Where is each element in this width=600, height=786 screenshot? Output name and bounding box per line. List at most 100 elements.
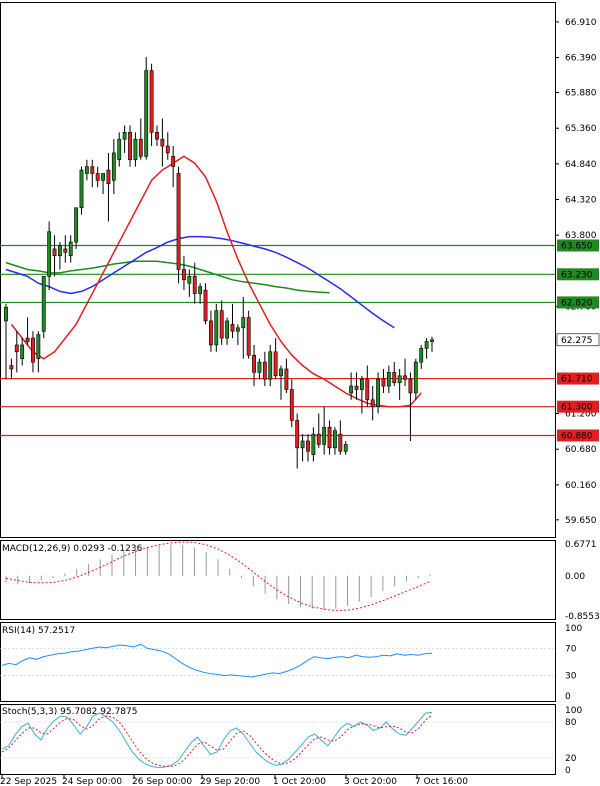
- candle: [31, 331, 35, 373]
- candle: [165, 132, 170, 160]
- candle: [133, 132, 138, 167]
- candle-body: [68, 241, 73, 257]
- price-tick-label: 59.650: [565, 516, 597, 526]
- candle: [219, 300, 224, 345]
- candle: [160, 118, 165, 167]
- candle-body: [230, 324, 235, 332]
- candle-body: [235, 327, 240, 332]
- candle-body: [165, 145, 170, 154]
- x-tick-label: 7 Oct 16:00: [415, 777, 468, 786]
- rsi-line: [1, 643, 433, 678]
- candle: [257, 358, 262, 380]
- current-price-label: 62.275: [561, 336, 593, 346]
- candle-body: [246, 317, 251, 356]
- candle-body: [284, 368, 289, 390]
- candle-body: [58, 245, 62, 257]
- candle-body: [322, 426, 327, 445]
- macd-tick-label: -0.8553: [565, 612, 600, 622]
- candle: [333, 427, 337, 455]
- rsi-tick-label: 100: [565, 624, 582, 634]
- macd-tick-label: 0.6771: [565, 540, 597, 550]
- level-badge: [557, 372, 599, 385]
- candle-body: [289, 389, 294, 421]
- candle-body: [370, 399, 375, 407]
- candle-body: [144, 70, 149, 157]
- candle-body: [31, 337, 35, 363]
- candle-body: [214, 310, 219, 346]
- rsi-panel[interactable]: [0, 622, 556, 702]
- stoch-legend: Stoch(5,3,3) 95.7082 92.7875: [2, 707, 137, 717]
- candle: [176, 166, 181, 284]
- candle: [155, 125, 159, 147]
- candle: [424, 338, 429, 359]
- candle-body: [4, 306, 8, 322]
- candle-body: [219, 310, 224, 339]
- candle-body: [187, 276, 192, 284]
- candle-body: [430, 339, 434, 342]
- candle-body: [101, 173, 105, 181]
- candle-body: [36, 334, 41, 359]
- candle-body: [386, 372, 391, 387]
- candle: [376, 372, 380, 414]
- ma-slow-line: [5, 235, 395, 329]
- candle: [36, 331, 41, 373]
- macd-signal-line: [5, 541, 431, 612]
- x-tick-label: 3 Oct 20:00: [344, 777, 397, 786]
- candle: [111, 139, 116, 195]
- candle: [84, 159, 89, 181]
- candle: [4, 303, 8, 380]
- level-label: 61.300: [561, 403, 593, 413]
- candle: [359, 375, 364, 414]
- level-badge: [557, 429, 599, 442]
- candle: [122, 125, 127, 153]
- candle: [128, 125, 132, 167]
- price-tick-label: 60.680: [565, 445, 597, 455]
- candle: [322, 406, 327, 455]
- candle-body: [262, 361, 267, 380]
- ma-green-line: [5, 260, 330, 294]
- candle: [386, 365, 391, 393]
- candle: [284, 358, 289, 393]
- candle-body: [349, 385, 354, 394]
- stoch-signal-line: [1, 714, 433, 767]
- rsi-tick-label: 70: [565, 644, 577, 654]
- price-tick-label: 65.360: [565, 124, 597, 134]
- candle: [68, 235, 73, 263]
- x-tick-label: 22 Sep 2025: [0, 777, 57, 786]
- candle: [349, 372, 354, 400]
- candle-body: [381, 378, 386, 387]
- level-badge: [557, 268, 599, 281]
- price-layer: 66.910 66.390 65.880 65.360 64.840 64.320 63.8…: [0, 18, 600, 526]
- candle-body: [106, 169, 111, 185]
- x-axis: 22 Sep 2025 24 Sep 00:00 26 Sep 00:00 29 Se…: [0, 775, 468, 786]
- candle: [101, 173, 105, 195]
- stoch-panel[interactable]: [0, 704, 556, 775]
- candle: [354, 372, 359, 400]
- price-tick-label: 65.880: [565, 89, 597, 99]
- candle: [300, 434, 305, 462]
- price-panel[interactable]: [0, 2, 556, 538]
- candle-body: [268, 351, 273, 380]
- candle: [198, 283, 203, 304]
- candle-body: [84, 166, 89, 174]
- ma-fast-line: [10, 155, 422, 408]
- candle: [149, 63, 154, 147]
- candle-body: [20, 344, 25, 359]
- candle-body: [47, 231, 52, 277]
- macd-panel[interactable]: [0, 540, 556, 620]
- stoch-tick-label: 100: [565, 706, 582, 716]
- candle: [403, 358, 407, 387]
- macd-tick-label: 0.00: [565, 572, 585, 582]
- candle: [25, 317, 30, 345]
- candle: [235, 324, 240, 345]
- candle: [208, 310, 213, 352]
- candle: [52, 235, 57, 277]
- price-tick-label: 61.200: [565, 410, 597, 420]
- stoch-main-line: [1, 711, 433, 769]
- rsi-tick-label: 0: [565, 692, 571, 702]
- macd-legend: MACD(12,26,9) 0.0293 -0.1236: [2, 544, 143, 554]
- candle-body: [424, 341, 429, 349]
- candle-body: [79, 169, 84, 209]
- candle-body: [397, 375, 402, 383]
- candle-body: [273, 351, 278, 377]
